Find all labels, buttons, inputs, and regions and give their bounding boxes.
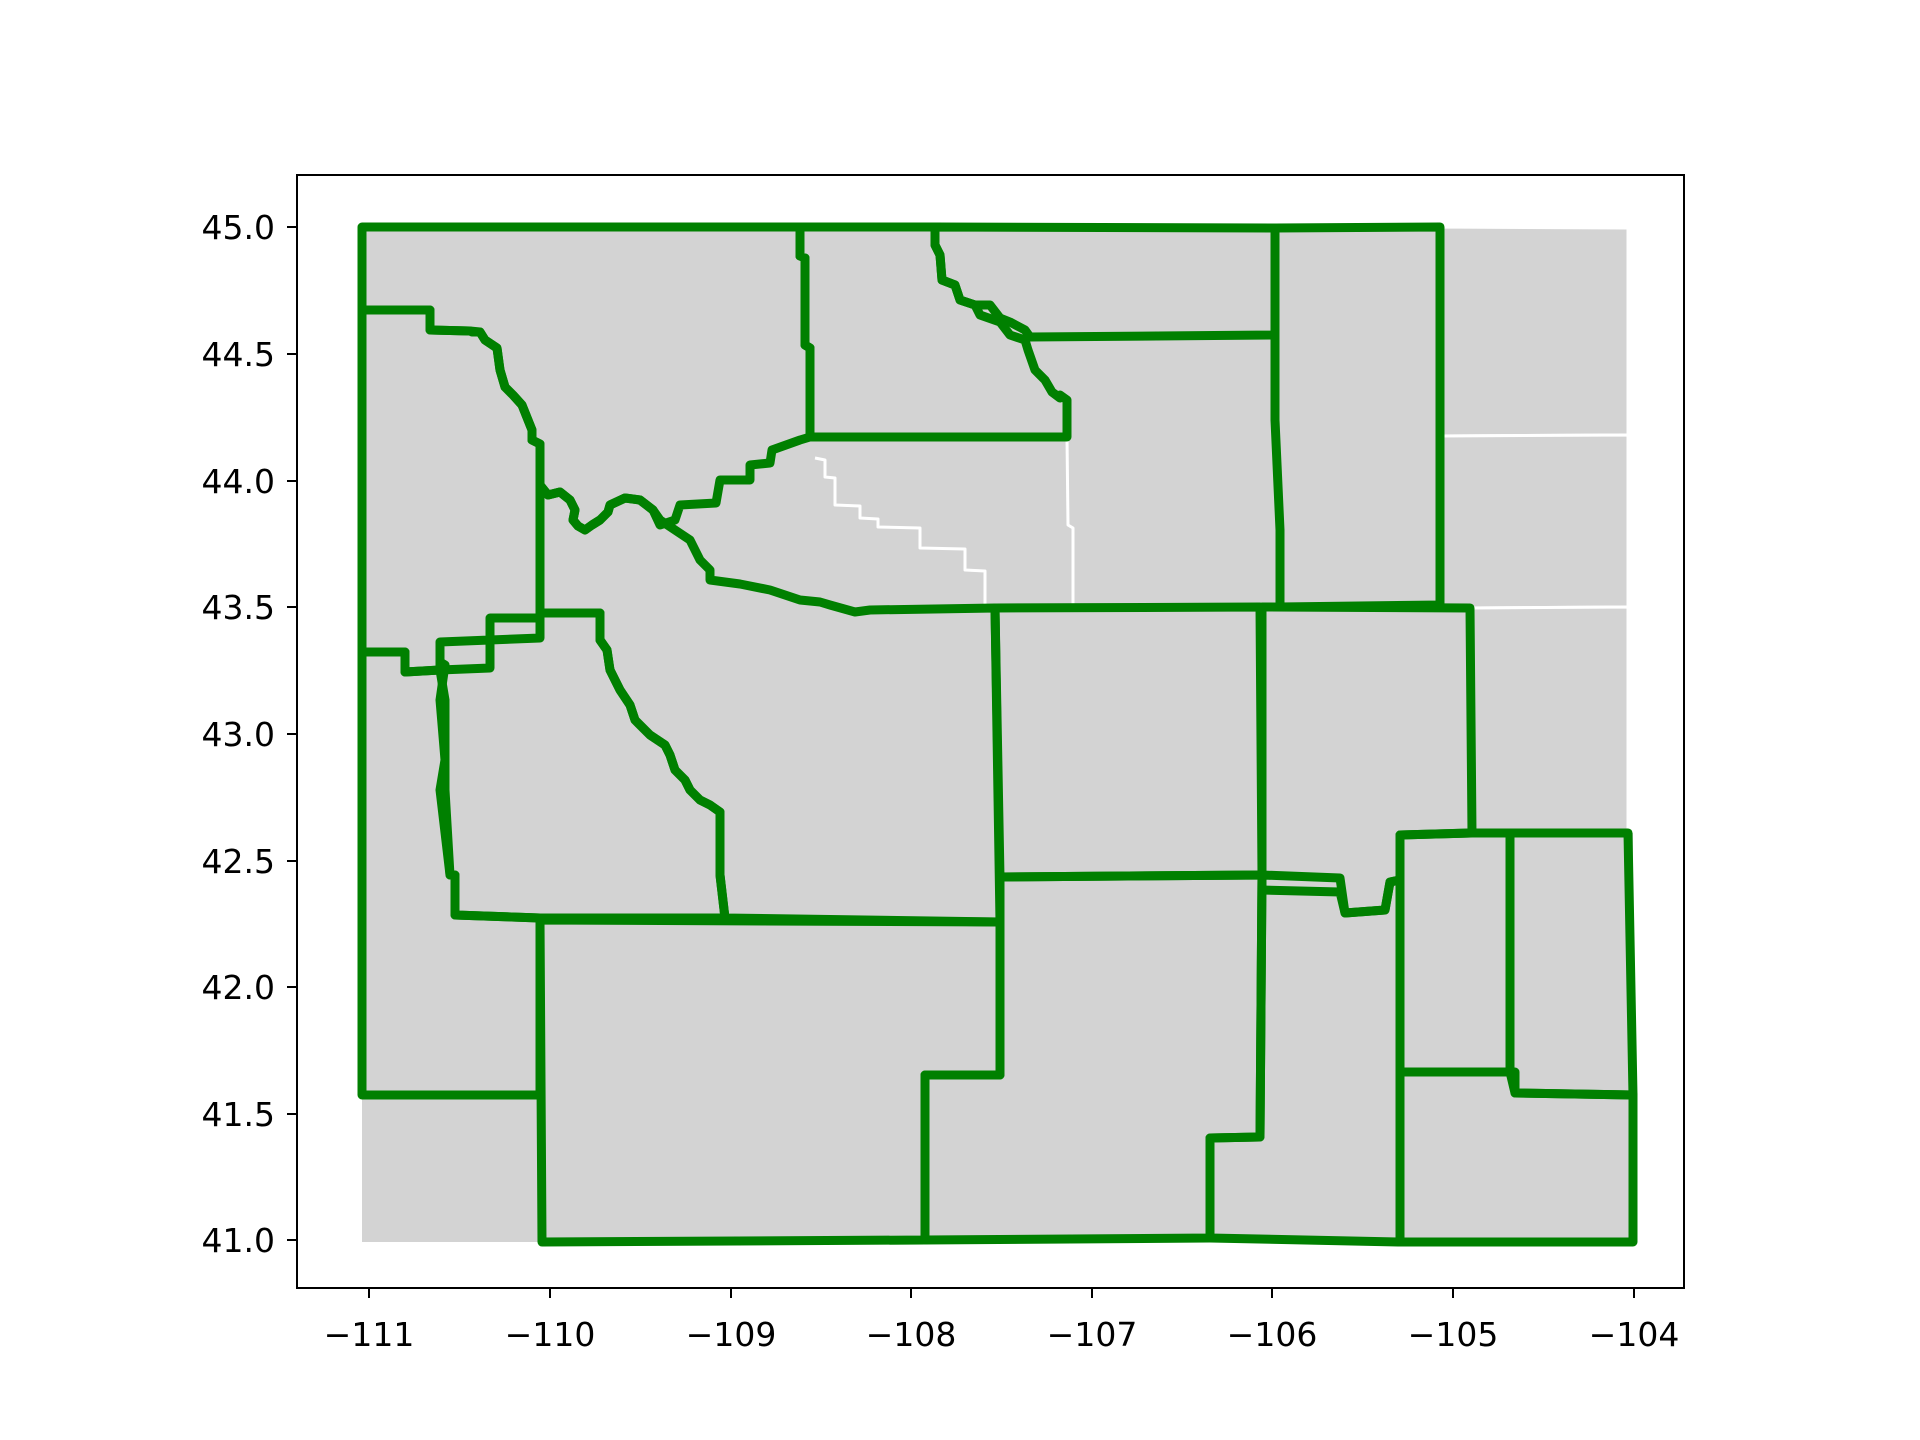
y-axis-ticks (287, 226, 297, 1241)
y-tick-label: 41.5 (202, 1095, 275, 1134)
county-central-border-2 (1065, 436, 1075, 607)
county-outline-north-central-east[interactable] (930, 222, 1280, 342)
county-central-border (814, 456, 987, 608)
y-tick-label: 43.5 (202, 588, 275, 627)
x-tick-label: −107 (1047, 1315, 1138, 1354)
y-tick-label: 42.0 (202, 968, 275, 1007)
y-tick-label: 44.5 (202, 335, 275, 374)
y-tick-label: 42.5 (202, 842, 275, 881)
x-tick-label: −105 (1408, 1315, 1499, 1354)
y-tick-label: 45.0 (202, 208, 275, 247)
x-tick-label: −111 (324, 1315, 415, 1354)
y-tick-label: 43.0 (202, 715, 275, 754)
x-tick-label: −110 (505, 1315, 596, 1354)
x-tick-label: −104 (1589, 1315, 1680, 1354)
x-tick-label: −106 (1227, 1315, 1318, 1354)
x-axis-tick-labels: −111 −110 −109 −108 −107 −106 −105 −104 (324, 1315, 1680, 1354)
x-axis-ticks (368, 1288, 1635, 1298)
county-ne-2 (1438, 433, 1630, 610)
county-ne-1 (1438, 225, 1630, 438)
county-ne-3 (1468, 605, 1630, 835)
y-tick-label: 41.0 (202, 1221, 275, 1260)
county-outline-central[interactable] (535, 480, 1005, 927)
x-tick-label: −109 (686, 1315, 777, 1354)
y-tick-label: 44.0 (202, 462, 275, 501)
axes-frame (296, 174, 1685, 1289)
y-axis-tick-labels: 45.0 44.5 44.0 43.5 43.0 42.5 42.0 41.5 … (202, 208, 275, 1260)
x-tick-label: −108 (866, 1315, 957, 1354)
county-outline-southeast-3[interactable] (1395, 1067, 1638, 1247)
highlighted-county-layer (357, 222, 1638, 1247)
